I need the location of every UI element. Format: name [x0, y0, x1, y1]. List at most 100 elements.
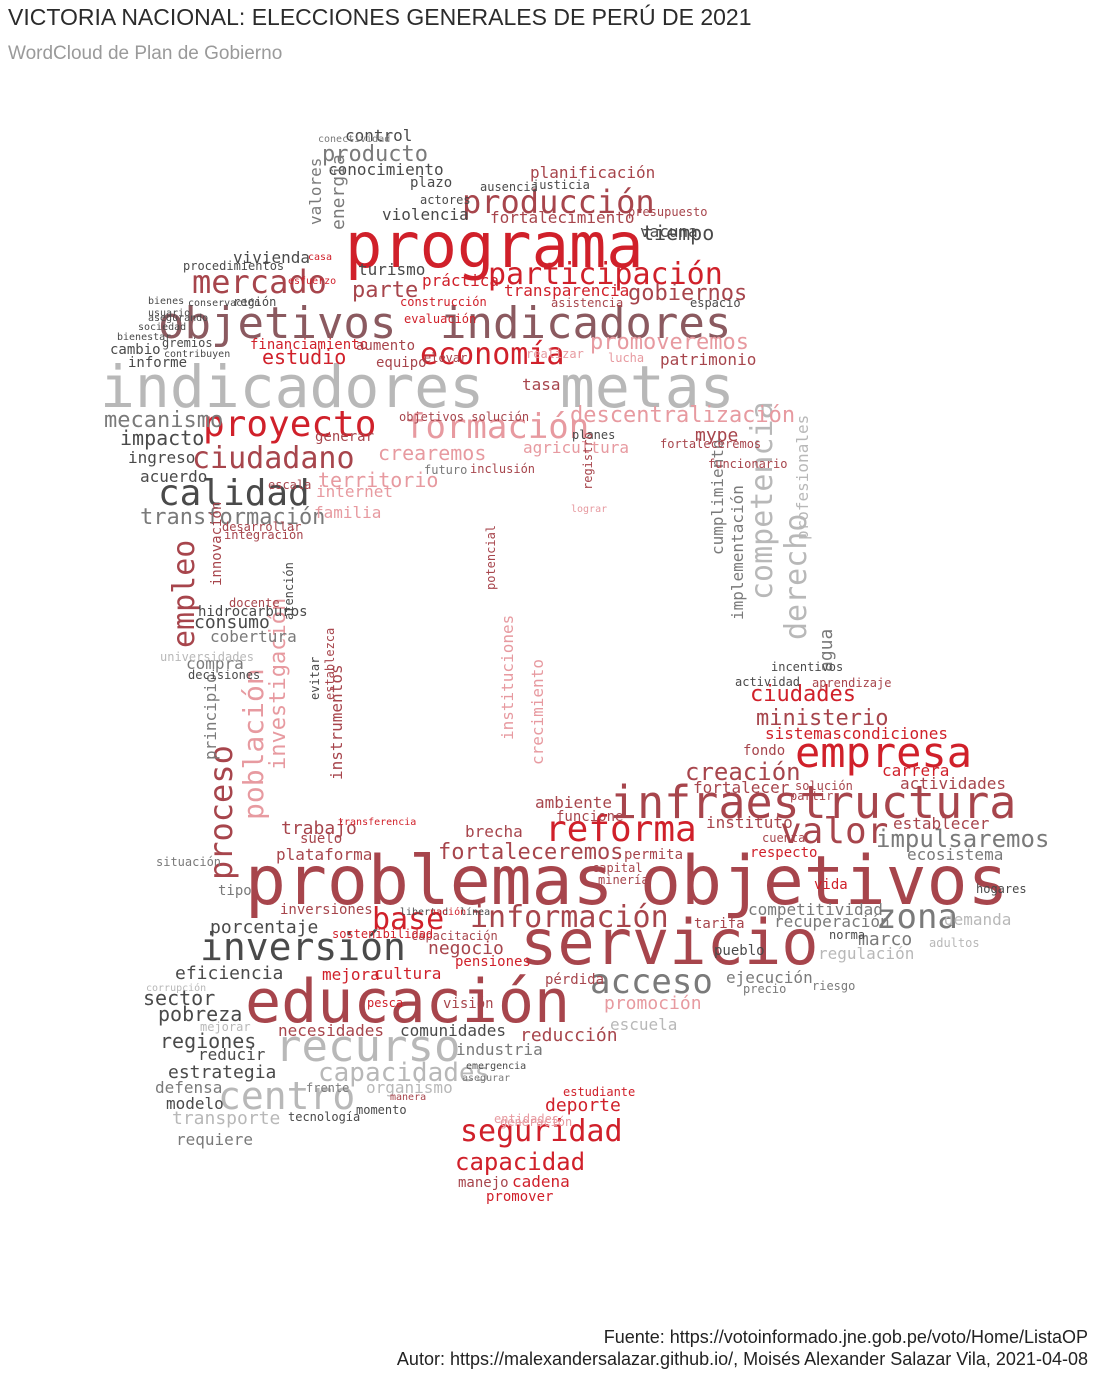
cloud-word: impacto	[120, 426, 205, 450]
cloud-word: control	[345, 126, 413, 145]
cloud-word: instituto	[706, 813, 793, 832]
cloud-word: indicadores	[100, 353, 485, 421]
cloud-word: asegurar	[462, 1073, 511, 1084]
cloud-word: informe	[128, 355, 188, 371]
cloud-word: lograr	[571, 504, 608, 515]
cloud-word: promoción	[604, 993, 702, 1014]
cloud-word: tiempo	[642, 221, 715, 245]
cloud-word: mype	[695, 425, 739, 446]
cloud-word: incentivos	[771, 660, 844, 674]
cloud-word: partir	[790, 789, 834, 803]
cloud-word: transporte	[172, 1108, 281, 1129]
cloud-word: ciudadano	[192, 441, 355, 476]
cloud-word: conectividad	[318, 134, 391, 145]
cloud-word: tasa	[522, 375, 561, 394]
cloud-word: capacitación	[411, 929, 498, 943]
cloud-word: evaluación	[404, 312, 477, 326]
cloud-word: ausencia	[480, 180, 538, 194]
cloud-word: regiones	[160, 1029, 257, 1053]
cloud-word: cadena	[512, 1172, 570, 1191]
cloud-word: cambio	[110, 342, 161, 358]
cloud-word: ambiente	[535, 793, 613, 812]
cloud-word: sector	[143, 986, 216, 1010]
cloud-word: inversión	[200, 925, 406, 969]
cloud-word: desarrollar	[222, 520, 302, 534]
cloud-word: regulación	[818, 944, 915, 963]
cloud-word: visión	[443, 996, 494, 1012]
cloud-word: reforma	[545, 809, 697, 850]
chart-subtitle: WordCloud de Plan de Gobierno	[8, 43, 283, 64]
cloud-word: fondo	[743, 743, 786, 759]
cloud-word: ejecución	[726, 968, 813, 987]
cloud-word: norma	[829, 928, 866, 942]
cloud-word: organismo	[366, 1078, 453, 1097]
cloud-word: servicio	[520, 906, 819, 979]
cloud-word: transferencia	[338, 817, 417, 828]
cloud-word: funcione	[556, 809, 624, 825]
cloud-word: fortalecer	[693, 778, 790, 797]
cloud-word: acceso	[590, 962, 713, 1002]
cloud-word: realizar	[526, 347, 584, 361]
cloud-word: transformación	[140, 505, 326, 530]
cloud-word: planificación	[530, 163, 656, 182]
cloud-word: generación	[500, 1115, 573, 1129]
cloud-word: defensa	[155, 1078, 223, 1097]
cloud-word: estudiante	[563, 1085, 636, 1099]
cloud-word: ingreso	[128, 448, 196, 467]
cloud-word: formación	[405, 407, 590, 447]
cloud-word: carrera	[882, 761, 950, 780]
cloud-word: cobertura	[210, 627, 297, 646]
cloud-word: potencial	[484, 524, 498, 590]
cloud-word: precio	[743, 982, 787, 996]
cloud-word: sociedad	[138, 322, 187, 333]
cloud-word: competitividad	[748, 900, 883, 919]
cloud-word: establecer	[893, 814, 990, 833]
cloud-word: zona	[876, 897, 958, 937]
cloud-word: funcionario	[708, 457, 788, 471]
cloud-word: manera	[390, 1092, 427, 1103]
cloud-word: capital	[592, 861, 643, 875]
cloud-word: nación	[430, 907, 467, 918]
cloud-word: proyecto	[203, 404, 377, 445]
cloud-word: modelo	[166, 1094, 224, 1113]
cloud-word: mercado	[192, 263, 327, 301]
cloud-word: instituciones	[498, 614, 517, 740]
cloud-word: implementación	[728, 485, 747, 620]
cloud-word: estrategia	[168, 1062, 277, 1083]
cloud-word: creación	[685, 758, 801, 786]
cloud-word: corrupción	[146, 983, 207, 994]
cloud-word: plataforma	[276, 845, 373, 864]
cloud-word: tipo	[218, 883, 252, 899]
author-caption: Autor: https://malexandersalazar.github.…	[396, 1349, 1088, 1369]
cloud-word: crecimiento	[528, 659, 547, 765]
cloud-word: familia	[314, 503, 382, 522]
cloud-word: objetivos	[640, 842, 1009, 921]
cloud-word: escuela	[610, 1015, 678, 1034]
cloud-word: bienestar	[117, 332, 172, 343]
cloud-word: lucha	[608, 351, 645, 365]
cloud-word: información	[470, 900, 669, 935]
cloud-word: integración	[224, 528, 304, 542]
cloud-word: patrimonio	[660, 350, 757, 369]
cloud-word: asegurando	[148, 313, 209, 324]
cloud-word: pensiones	[455, 954, 531, 970]
cloud-word: respecto	[750, 845, 818, 861]
cloud-word: innovación	[209, 501, 225, 586]
cloud-word: inclusión	[470, 462, 536, 476]
cloud-word: plazo	[410, 175, 453, 191]
cloud-word: fortalecimiento	[490, 208, 635, 227]
cloud-word: economía	[420, 337, 565, 372]
cloud-word: población	[237, 668, 270, 820]
cloud-word: construcción	[400, 295, 487, 309]
cloud-word: espacio	[690, 296, 741, 310]
cloud-word: pueblo	[714, 943, 765, 959]
cloud-word: futuro	[424, 463, 468, 477]
cloud-word: promoveremos	[590, 330, 749, 355]
cloud-word: eficiencia	[175, 963, 284, 984]
cloud-word: establezca	[323, 627, 337, 700]
cloud-word: participación	[488, 257, 723, 292]
cloud-word: pesca	[367, 996, 404, 1010]
cloud-word: generar	[315, 429, 375, 445]
cloud-word: asistencia	[551, 296, 624, 310]
cloud-word: usuario	[148, 308, 191, 319]
